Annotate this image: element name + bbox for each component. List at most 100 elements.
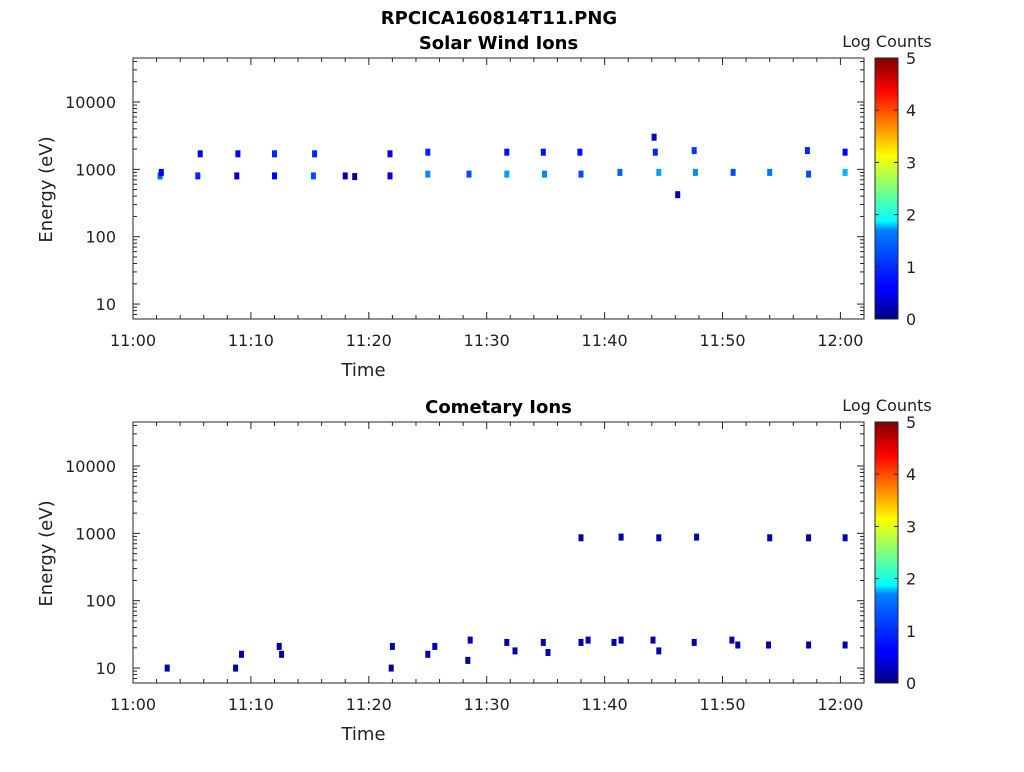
data-cell [388,664,394,672]
data-cell [691,147,697,155]
x-tick-label: 11:40 [582,331,628,350]
data-cell [272,172,277,180]
colorbar-tick-label: 5 [906,413,916,432]
data-cell [735,641,741,649]
data-cell [466,170,472,178]
data-cell [425,170,431,178]
data-cell [389,642,395,650]
data-cell [387,150,393,158]
panel-title: Solar Wind Ions [419,33,578,54]
x-tick-label: 11:40 [582,695,628,714]
colorbar-gradient [874,57,899,320]
x-tick-label: 11:50 [699,331,745,350]
data-cell [694,533,700,541]
data-cell [766,641,771,649]
data-cell [656,168,662,176]
data-cell [650,636,656,644]
data-cell [578,638,584,646]
y-tick-label: 10 [96,659,116,678]
y-tick-label: 10000 [65,457,116,476]
data-cell [806,534,812,542]
data-cell [195,172,201,180]
data-cell [729,636,735,644]
data-cell [806,170,812,178]
data-cell [578,170,584,178]
y-tick-label: 1000 [75,524,116,543]
plot-area [132,57,865,320]
data-cell [545,649,551,656]
y-axis-label: Energy (eV) [36,500,57,606]
data-cell [730,168,736,176]
y-tick-label: 100 [85,228,116,247]
data-cell [618,533,624,541]
colorbar-tick-label: 1 [906,258,916,277]
data-cell [432,642,438,650]
y-tick-label: 10 [96,295,116,314]
data-cell [675,191,681,199]
data-cell [618,636,624,644]
data-cell [310,172,316,180]
data-cell [540,638,546,646]
spectrogram-data [157,133,848,199]
data-cell [233,664,239,672]
data-cell [467,636,473,644]
data-cell [542,170,547,178]
x-tick-label: 11:50 [699,695,745,714]
data-cell [465,656,471,664]
data-cell [235,150,241,158]
data-cell [342,172,348,180]
x-tick-label: 11:20 [346,695,392,714]
data-cell [164,664,170,672]
data-cell [767,534,773,542]
data-cell [279,650,285,658]
data-cell [611,638,617,646]
data-cell [577,148,583,156]
colorbar-tick-label: 3 [906,153,916,172]
data-cell [512,647,518,655]
data-cell [767,168,773,176]
figure-title: RPCICA160814T11.PNG [381,8,617,29]
y-tick-label: 100 [85,592,116,611]
data-cell [158,168,164,176]
data-cell [692,168,698,176]
data-cell [504,148,510,156]
x-tick-label: 11:30 [464,695,510,714]
spectrogram-data [164,533,848,672]
x-tick-label: 11:10 [228,331,274,350]
data-cell [197,150,203,158]
y-tick-label: 10000 [65,93,116,112]
data-cell [617,168,623,176]
colorbar-tick-label: 3 [906,517,916,536]
colorbar-tick-label: 5 [906,49,916,68]
colorbar-tick-label: 4 [906,101,916,120]
x-axis-label: Time [340,724,385,745]
data-cell [352,173,358,181]
x-tick-label: 11:20 [346,331,392,350]
x-axis-label: Time [340,360,385,381]
data-cell [504,170,510,178]
data-cell [806,641,812,649]
data-cell [425,650,431,658]
panel-solar-wind-ions: Solar Wind Ions 11:00 11:10 11:20 11:30 11:40… [36,32,932,381]
colorbar-label: Log Counts [842,32,932,51]
data-cell [540,148,546,156]
data-cell [842,168,848,176]
colorbar-gradient [874,421,899,684]
data-cell [842,534,848,542]
x-tick-label: 11:00 [110,331,156,350]
colorbar-tick-label: 0 [906,674,916,693]
y-tick-label: 1000 [75,160,116,179]
data-cell [234,172,240,180]
data-cell [276,642,282,650]
data-cell [656,534,662,542]
colorbar-tick-label: 0 [906,310,916,329]
panel-title: Cometary Ions [425,397,572,418]
colorbar-tick-label: 2 [906,206,916,225]
data-cell [652,148,658,156]
colorbar-label: Log Counts [842,396,932,415]
data-cell [425,148,431,156]
x-tick-label: 12:00 [817,695,863,714]
